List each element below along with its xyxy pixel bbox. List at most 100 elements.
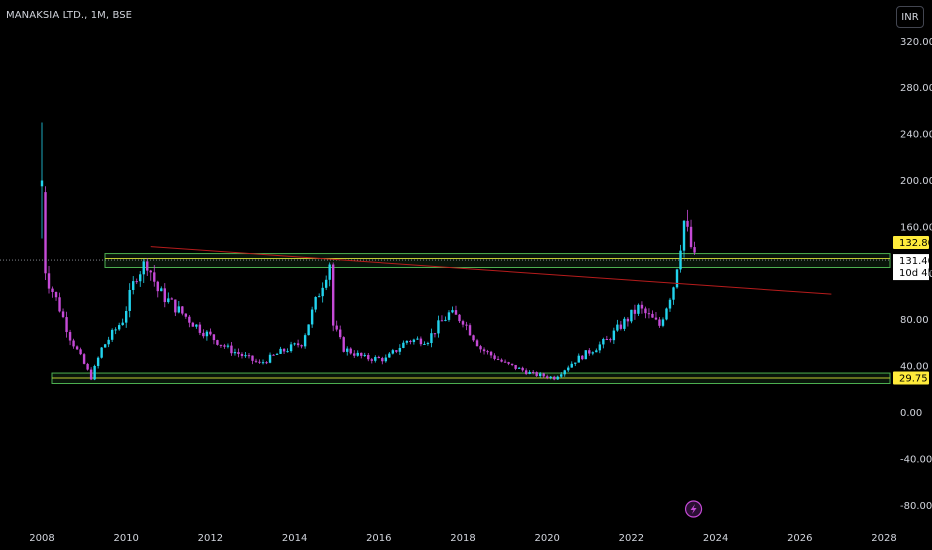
candle[interactable] — [644, 306, 647, 319]
candle[interactable] — [279, 346, 282, 355]
candle[interactable] — [132, 276, 135, 295]
candle[interactable] — [258, 359, 261, 364]
candle[interactable] — [79, 347, 82, 356]
candle[interactable] — [82, 353, 86, 365]
candle[interactable] — [398, 344, 402, 355]
candle[interactable] — [268, 352, 272, 364]
candle[interactable] — [128, 283, 131, 318]
candle[interactable] — [405, 340, 409, 345]
candle[interactable] — [444, 316, 447, 322]
candle[interactable] — [89, 367, 93, 381]
candle[interactable] — [321, 282, 324, 303]
candle[interactable] — [47, 265, 51, 294]
candle[interactable] — [693, 241, 696, 256]
candle[interactable] — [482, 347, 486, 355]
candle[interactable] — [58, 292, 61, 313]
candle[interactable] — [609, 337, 612, 343]
candle[interactable] — [254, 358, 258, 363]
candle[interactable] — [167, 292, 170, 304]
candle[interactable] — [524, 368, 528, 376]
candle[interactable] — [44, 186, 47, 280]
candle[interactable] — [419, 336, 423, 347]
candle[interactable] — [314, 296, 317, 313]
candle[interactable] — [430, 328, 433, 348]
candle[interactable] — [458, 313, 461, 324]
trendline[interactable] — [150, 246, 832, 295]
candle[interactable] — [61, 308, 65, 319]
candle[interactable] — [454, 305, 458, 315]
candle[interactable] — [107, 336, 110, 348]
candle[interactable] — [682, 219, 686, 258]
candle[interactable] — [121, 318, 124, 326]
candle[interactable] — [395, 349, 398, 354]
candle[interactable] — [493, 353, 496, 361]
candle[interactable] — [51, 286, 54, 298]
candle[interactable] — [461, 319, 465, 328]
candle[interactable] — [577, 353, 580, 363]
candle[interactable] — [528, 370, 531, 375]
candle[interactable] — [363, 352, 366, 358]
candle[interactable] — [496, 356, 500, 361]
candle[interactable] — [205, 330, 209, 341]
candle[interactable] — [170, 297, 174, 300]
candle[interactable] — [356, 350, 359, 357]
candle[interactable] — [65, 311, 68, 338]
candle[interactable] — [556, 375, 559, 380]
candle[interactable] — [272, 354, 275, 356]
candle[interactable] — [440, 315, 444, 322]
candle[interactable] — [177, 300, 181, 314]
candle[interactable] — [549, 375, 552, 380]
candle[interactable] — [282, 348, 286, 354]
candle[interactable] — [195, 324, 198, 329]
candle[interactable] — [665, 307, 668, 321]
candle[interactable] — [465, 321, 468, 331]
candle[interactable] — [142, 258, 145, 283]
candle[interactable] — [437, 315, 440, 338]
lightning-icon[interactable] — [684, 500, 703, 518]
candle[interactable] — [310, 306, 314, 328]
candle[interactable] — [324, 275, 328, 291]
candle[interactable] — [560, 372, 563, 379]
candle[interactable] — [567, 365, 570, 373]
candle[interactable] — [317, 293, 321, 298]
candle[interactable] — [651, 310, 654, 318]
candle[interactable] — [75, 345, 79, 351]
candle[interactable] — [510, 363, 514, 367]
candle[interactable] — [588, 348, 591, 356]
candle[interactable] — [472, 334, 475, 342]
candle[interactable] — [293, 342, 296, 346]
candle[interactable] — [391, 348, 395, 355]
candle[interactable] — [307, 324, 310, 336]
candle[interactable] — [468, 323, 472, 336]
candle[interactable] — [507, 361, 510, 366]
candle[interactable] — [433, 333, 437, 338]
candle[interactable] — [654, 311, 658, 321]
candle[interactable] — [198, 322, 202, 336]
candle[interactable] — [689, 219, 693, 249]
candle[interactable] — [261, 359, 265, 365]
candle[interactable] — [174, 299, 177, 317]
candle[interactable] — [531, 370, 535, 375]
candle[interactable] — [581, 355, 584, 361]
candle[interactable] — [149, 269, 152, 281]
candle[interactable] — [331, 262, 335, 332]
candle[interactable] — [370, 357, 373, 364]
candle[interactable] — [346, 346, 349, 356]
candle[interactable] — [212, 334, 216, 345]
candle[interactable] — [265, 361, 268, 365]
candle[interactable] — [605, 335, 609, 341]
candle[interactable] — [486, 349, 489, 355]
candle[interactable] — [110, 328, 114, 342]
candle[interactable] — [184, 313, 188, 319]
candle[interactable] — [135, 278, 138, 285]
candle[interactable] — [233, 348, 237, 356]
candle[interactable] — [563, 369, 566, 377]
candle[interactable] — [191, 321, 195, 327]
candle[interactable] — [244, 352, 247, 358]
candle[interactable] — [626, 317, 630, 327]
candle[interactable] — [402, 340, 405, 349]
candle[interactable] — [521, 366, 524, 372]
candle[interactable] — [426, 341, 430, 346]
candle[interactable] — [93, 364, 96, 381]
candle[interactable] — [602, 337, 605, 349]
